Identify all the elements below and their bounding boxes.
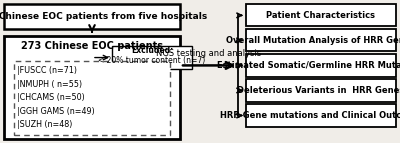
FancyBboxPatch shape bbox=[246, 54, 396, 77]
Text: 273 Chinese EOC patients: 273 Chinese EOC patients bbox=[21, 41, 163, 51]
Text: 280 Chinese EOC patients from five hospitals: 280 Chinese EOC patients from five hospi… bbox=[0, 12, 207, 21]
Text: |CHCAMS (n=50): |CHCAMS (n=50) bbox=[17, 93, 85, 102]
Text: Estimated Somatic/Germline HRR Mutations: Estimated Somatic/Germline HRR Mutations bbox=[217, 61, 400, 70]
Text: |NMUPH ( n=55): |NMUPH ( n=55) bbox=[17, 80, 82, 89]
FancyBboxPatch shape bbox=[112, 46, 192, 69]
FancyBboxPatch shape bbox=[4, 36, 180, 139]
FancyBboxPatch shape bbox=[246, 104, 396, 127]
FancyBboxPatch shape bbox=[246, 79, 396, 102]
FancyBboxPatch shape bbox=[14, 61, 170, 135]
FancyBboxPatch shape bbox=[246, 4, 396, 26]
Text: NGS testing and analysis: NGS testing and analysis bbox=[156, 49, 262, 57]
Text: |SUZH (n=48): |SUZH (n=48) bbox=[17, 120, 72, 129]
FancyBboxPatch shape bbox=[246, 29, 396, 51]
Text: Deleterious Variants in  HRR Genes: Deleterious Variants in HRR Genes bbox=[237, 86, 400, 95]
Text: Excluded:: Excluded: bbox=[131, 46, 173, 55]
Text: |FUSCC (n=71): |FUSCC (n=71) bbox=[17, 66, 77, 75]
Text: Patient Characteristics: Patient Characteristics bbox=[266, 11, 376, 20]
Text: < 20% tumor content (n=7): < 20% tumor content (n=7) bbox=[98, 56, 206, 65]
Text: Overall Mutation Analysis of HRR Genes: Overall Mutation Analysis of HRR Genes bbox=[226, 36, 400, 45]
Text: HRR Gene mutations and Clinical Outcome: HRR Gene mutations and Clinical Outcome bbox=[220, 111, 400, 120]
FancyBboxPatch shape bbox=[4, 4, 180, 29]
Text: |GGH GAMS (n=49): |GGH GAMS (n=49) bbox=[17, 107, 95, 116]
